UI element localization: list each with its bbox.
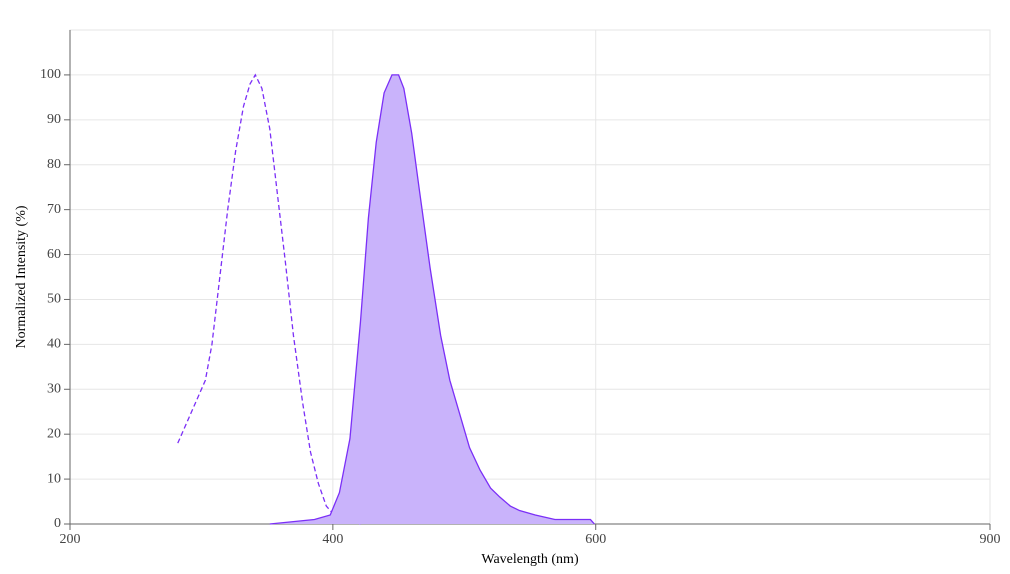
y-tick-label: 50 bbox=[47, 292, 61, 307]
x-axis-label: Wavelength (nm) bbox=[481, 552, 579, 567]
plot-frame bbox=[69, 29, 991, 525]
line bbox=[177, 73, 361, 525]
y-tick-label: 40 bbox=[47, 337, 61, 352]
x-tick-label: 900 bbox=[980, 532, 1001, 547]
line bbox=[269, 74, 595, 525]
y-tick-label: 10 bbox=[47, 471, 61, 486]
y-tick-label: 90 bbox=[47, 112, 61, 127]
y-tick-label: 30 bbox=[47, 381, 61, 396]
area bbox=[269, 74, 595, 524]
y-tick-label: 20 bbox=[47, 426, 61, 441]
y-tick-label: 80 bbox=[47, 157, 61, 172]
y-tick-label: 60 bbox=[47, 247, 61, 262]
y-tick-label: 70 bbox=[47, 202, 61, 217]
y-tick-label: 0 bbox=[54, 516, 61, 531]
x-tick-label: 400 bbox=[322, 532, 343, 547]
y-axis-label: Normalized Intensity (%) bbox=[14, 205, 29, 348]
x-tick-label: 600 bbox=[585, 532, 606, 547]
y-tick-label: 100 bbox=[40, 67, 61, 82]
x-tick-label: 200 bbox=[60, 532, 81, 547]
